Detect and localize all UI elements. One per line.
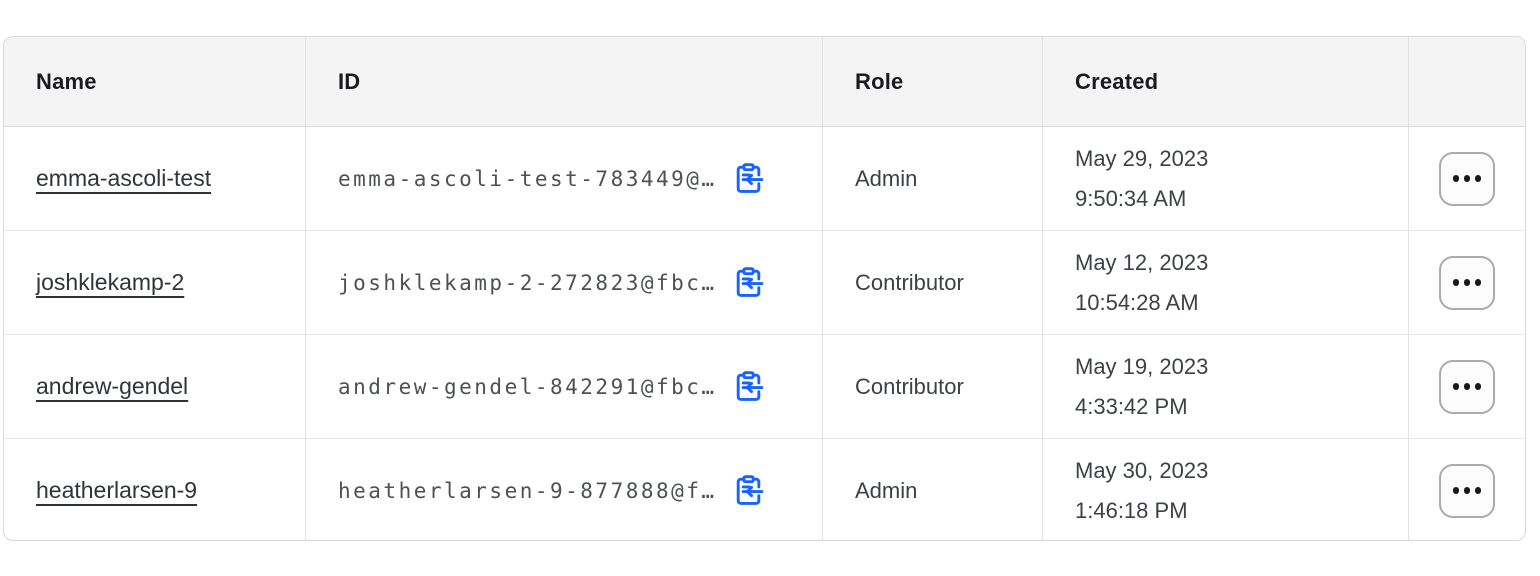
id-value-group: heatherlarsen-9-877888@f…: [338, 474, 765, 507]
name-cell: andrew-gendel: [4, 335, 306, 438]
ellipsis-icon: [1452, 383, 1460, 390]
clipboard-paste-icon: [732, 266, 765, 299]
id-value-group: emma-ascoli-test-783449@…: [338, 162, 765, 195]
member-role: Admin: [855, 477, 918, 503]
copy-id-button[interactable]: [732, 370, 765, 403]
actions-cell: [1409, 231, 1525, 334]
id-cell: joshklekamp-2-272823@fbc…: [306, 231, 823, 334]
table-row: andrew-gendel andrew-gendel-842291@fbc…: [4, 335, 1525, 439]
created-timestamp: May 12, 2023 10:54:28 AM: [1075, 243, 1208, 323]
member-role: Admin: [855, 165, 918, 191]
created-cell: May 30, 2023 1:46:18 PM: [1043, 439, 1409, 540]
created-date: May 29, 2023: [1075, 145, 1209, 171]
member-id-value: joshklekamp-2-272823@fbc…: [338, 270, 717, 295]
row-actions-button[interactable]: [1439, 255, 1495, 310]
role-cell: Contributor: [823, 231, 1043, 334]
created-cell: May 12, 2023 10:54:28 AM: [1043, 231, 1409, 334]
clipboard-paste-icon: [732, 162, 765, 195]
name-cell: heatherlarsen-9: [4, 439, 306, 540]
created-cell: May 19, 2023 4:33:42 PM: [1043, 335, 1409, 438]
id-cell: emma-ascoli-test-783449@…: [306, 127, 823, 230]
actions-cell: [1409, 335, 1525, 438]
role-cell: Contributor: [823, 335, 1043, 438]
member-id-value: heatherlarsen-9-877888@f…: [338, 478, 717, 503]
clipboard-paste-icon: [732, 370, 765, 403]
created-time: 4:33:42 PM: [1075, 393, 1188, 419]
name-header-label: Name: [36, 68, 97, 94]
row-actions-button[interactable]: [1439, 463, 1495, 518]
role-header-label: Role: [855, 68, 904, 94]
created-timestamp: May 19, 2023 4:33:42 PM: [1075, 347, 1208, 427]
name-cell: emma-ascoli-test: [4, 127, 306, 230]
actions-header-cell: [1409, 37, 1525, 126]
copy-id-button[interactable]: [732, 266, 765, 299]
created-timestamp: May 30, 2023 1:46:18 PM: [1075, 451, 1208, 531]
created-time: 10:54:28 AM: [1075, 289, 1199, 315]
created-cell: May 29, 2023 9:50:34 AM: [1043, 127, 1409, 230]
ellipsis-icon: [1452, 279, 1460, 286]
member-name-link[interactable]: andrew-gendel: [36, 373, 189, 399]
table-row: emma-ascoli-test emma-ascoli-test-783449…: [4, 127, 1525, 231]
id-header-label: ID: [338, 68, 361, 94]
actions-cell: [1409, 439, 1525, 540]
member-role: Contributor: [855, 373, 964, 399]
id-cell: heatherlarsen-9-877888@f…: [306, 439, 823, 540]
ellipsis-icon: [1452, 175, 1460, 182]
role-header-cell: Role: [823, 37, 1043, 126]
ellipsis-icon: [1452, 487, 1460, 494]
created-header-label: Created: [1075, 68, 1159, 94]
member-name-link[interactable]: joshklekamp-2: [36, 269, 185, 295]
copy-id-button[interactable]: [732, 474, 765, 507]
role-cell: Admin: [823, 127, 1043, 230]
table-row: heatherlarsen-9 heatherlarsen-9-877888@f…: [4, 439, 1525, 540]
id-value-group: andrew-gendel-842291@fbc…: [338, 370, 765, 403]
created-time: 9:50:34 AM: [1075, 185, 1187, 211]
member-name-link[interactable]: heatherlarsen-9: [36, 477, 198, 503]
created-timestamp: May 29, 2023 9:50:34 AM: [1075, 139, 1208, 219]
id-header-cell: ID: [306, 37, 823, 126]
id-cell: andrew-gendel-842291@fbc…: [306, 335, 823, 438]
created-header-cell: Created: [1043, 37, 1409, 126]
member-id-value: andrew-gendel-842291@fbc…: [338, 374, 717, 399]
members-table: Name ID Role Created emma-ascoli-test em: [3, 36, 1526, 541]
name-cell: joshklekamp-2: [4, 231, 306, 334]
created-time: 1:46:18 PM: [1075, 497, 1188, 523]
member-name-link[interactable]: emma-ascoli-test: [36, 165, 212, 191]
table-header-row: Name ID Role Created: [4, 37, 1525, 127]
member-role: Contributor: [855, 269, 964, 295]
row-actions-button[interactable]: [1439, 151, 1495, 206]
role-cell: Admin: [823, 439, 1043, 540]
table-row: joshklekamp-2 joshklekamp-2-272823@fbc…: [4, 231, 1525, 335]
id-value-group: joshklekamp-2-272823@fbc…: [338, 266, 765, 299]
created-date: May 30, 2023: [1075, 457, 1209, 483]
row-actions-button[interactable]: [1439, 359, 1495, 414]
copy-id-button[interactable]: [732, 162, 765, 195]
actions-cell: [1409, 127, 1525, 230]
name-header-cell: Name: [4, 37, 306, 126]
created-date: May 19, 2023: [1075, 353, 1209, 379]
clipboard-paste-icon: [732, 474, 765, 507]
created-date: May 12, 2023: [1075, 249, 1209, 275]
member-id-value: emma-ascoli-test-783449@…: [338, 166, 717, 191]
